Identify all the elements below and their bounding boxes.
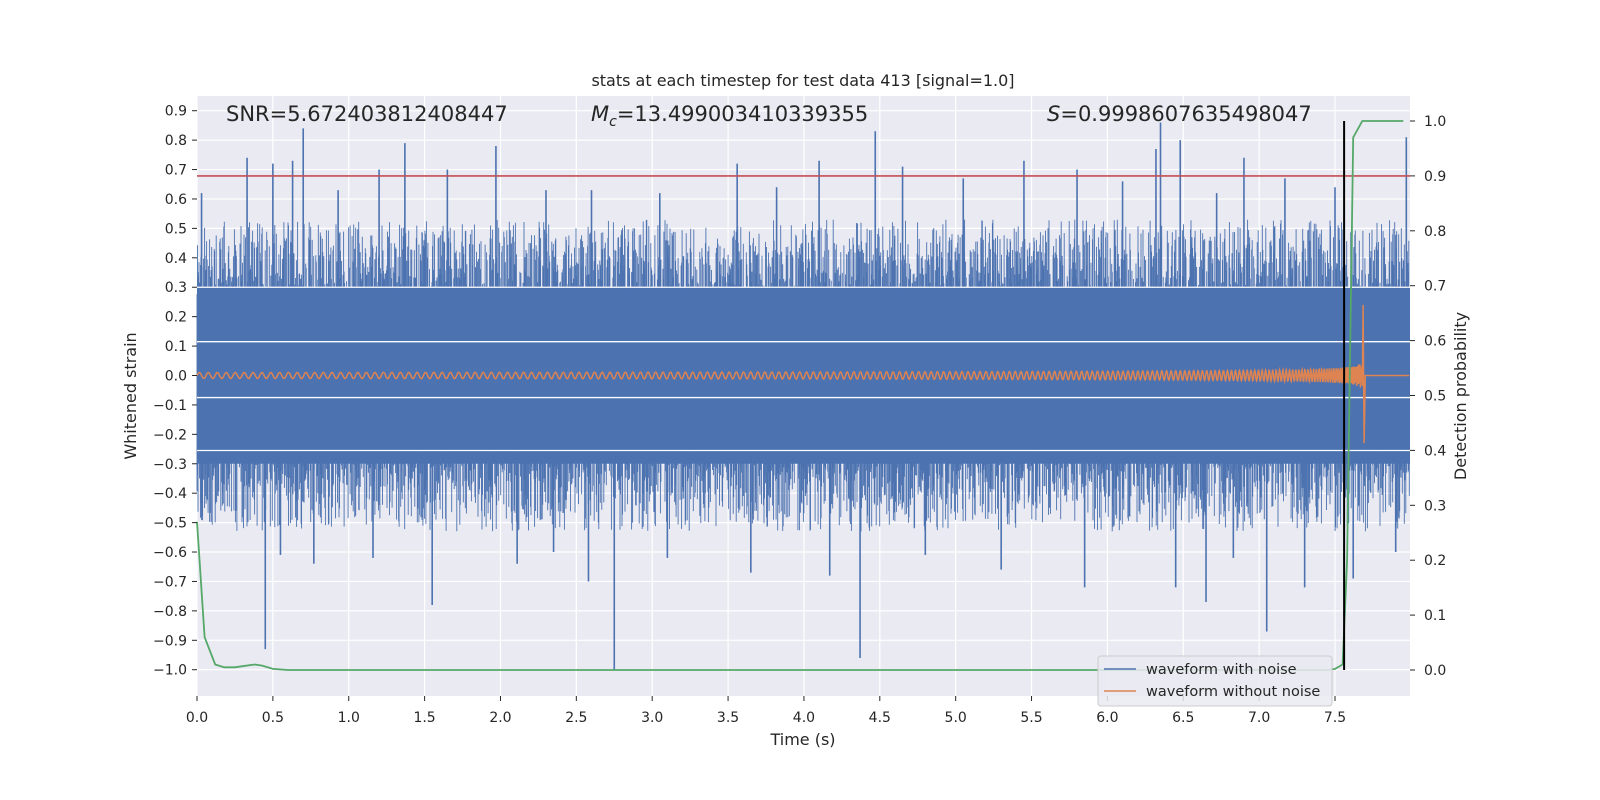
chart-title: stats at each timestep for test data 413… [591,71,1014,90]
x-tick-label: 3.5 [717,710,739,726]
y-tick-label: −0.7 [153,574,187,590]
y-tick-label: 0.2 [165,310,187,326]
y-tick-label: −0.2 [153,427,187,443]
x-tick-label: 2.0 [489,710,511,726]
y2-tick-label: 0.8 [1424,224,1446,240]
series-waveform-without-noise [196,304,1410,444]
snr-annotation: SNR=5.672403812408447 [226,102,508,126]
chirp-mass-annotation: Mc=13.499003410339355 [591,102,868,130]
series-detection-probability [196,120,1404,671]
y-tick-label: −0.6 [153,545,187,561]
y-tick-label: 0.6 [165,192,187,208]
y-tick-label: −1.0 [153,663,187,679]
y2-tick-label: 0.9 [1424,169,1446,185]
y2-tick-label: 1.0 [1424,114,1446,130]
legend: waveform with noise waveform without noi… [1097,655,1333,707]
y-axis-ticks: 0.9 0.8 0.7 0.6 0.5 0.4 0.3 0.2 0.1 0.0 −0.1 −0.2 −0… [153,104,197,679]
noise-trace [196,219,1410,532]
series-waveform-with-noise [196,122,1410,670]
x-tick-label: 2.5 [565,710,587,726]
score-annotation: S=0.9998607635498047 [1047,102,1312,126]
y2-tick-label: 0.3 [1424,498,1446,514]
y-tick-label: 0.4 [165,251,187,267]
y-tick-label: 0.7 [165,163,187,179]
x-tick-label: 0.5 [262,710,284,726]
x-tick-label: 5.5 [1020,710,1042,726]
y-tick-label: −0.8 [153,604,187,620]
y-tick-label: 0.3 [165,280,187,296]
legend-label-noisy: waveform with noise [1146,662,1297,678]
y2-tick-label: 0.4 [1424,443,1446,459]
legend-label-clean: waveform without noise [1146,684,1320,700]
y-tick-label: −0.1 [153,398,187,414]
y2-axis-ticks: 1.0 0.9 0.8 0.7 0.6 0.5 0.4 0.3 0.2 0.1 0.0 [1410,114,1446,679]
x-tick-label: 6.5 [1172,710,1194,726]
x-tick-label: 5.0 [945,710,967,726]
y-tick-label: 0.1 [165,339,187,355]
x-tick-label: 7.5 [1324,710,1346,726]
legend-box [1097,655,1333,707]
x-axis-ticks: 0.0 0.5 1.0 1.5 2.0 2.5 3.0 3.5 4.0 4.5 5.0 5.5 6.0 6… [186,696,1346,726]
x-axis-label: Time (s) [769,730,835,749]
x-tick-label: 1.5 [413,710,435,726]
y2-tick-label: 0.1 [1424,608,1446,624]
probability-trace [196,120,1404,671]
y-tick-label: −0.5 [153,516,187,532]
y-tick-label: −0.4 [153,486,187,502]
chirp-trace [196,304,1410,444]
y-tick-label: 0.5 [165,221,187,237]
y2-axis-label: Detection probability [1451,312,1470,480]
x-tick-label: 7.0 [1248,710,1270,726]
y-tick-label: 0.8 [165,133,187,149]
x-tick-label: 3.0 [641,710,663,726]
y2-tick-label: 0.6 [1424,334,1446,350]
y2-tick-label: 0.2 [1424,553,1446,569]
x-tick-label: 1.0 [338,710,360,726]
y2-tick-label: 0.0 [1424,663,1446,679]
x-tick-label: 6.0 [1096,710,1118,726]
y2-tick-label: 0.5 [1424,389,1446,405]
y-tick-label: 0.0 [165,369,187,385]
y2-tick-label: 0.7 [1424,279,1446,295]
x-tick-label: 0.0 [186,710,208,726]
y-tick-label: 0.9 [165,104,187,120]
y-axis-label: Whitened strain [121,332,140,459]
x-tick-label: 4.5 [869,710,891,726]
y-tick-label: −0.9 [153,633,187,649]
y-tick-label: −0.3 [153,457,187,473]
x-tick-label: 4.0 [793,710,815,726]
grid-overlay [197,286,1410,452]
